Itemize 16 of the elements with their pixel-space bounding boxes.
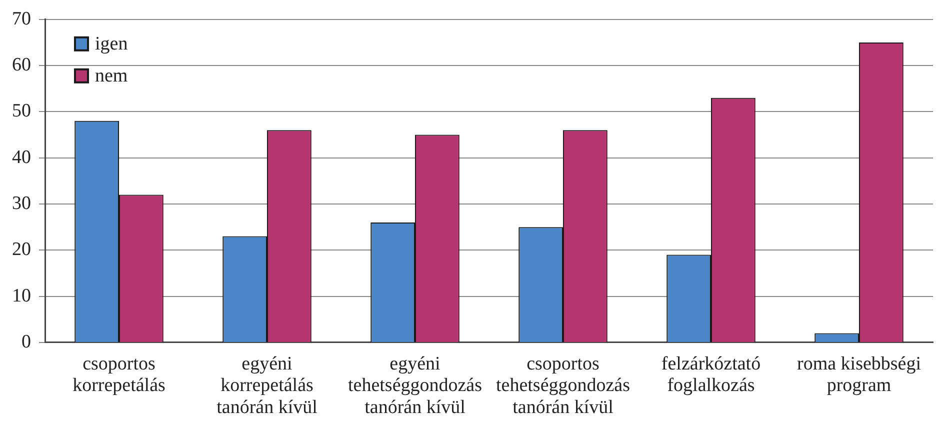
x-tick-label: csoportos korrepetálás (72, 353, 166, 396)
legend-label: nem (95, 65, 128, 86)
x-tick-label: felzárkóztató foglalkozás (661, 353, 761, 396)
y-tick-label: 0 (22, 331, 31, 352)
y-tick-label: 70 (12, 8, 31, 30)
x-tick-label: csoportos tehetséggondozás tanórán kívül (496, 353, 630, 418)
y-tick-label: 60 (12, 54, 31, 76)
y-tick-label: 30 (12, 192, 31, 214)
x-tick-label: roma kisebbségi program (796, 353, 922, 396)
x-tick-label: egyéni tehetséggondozás tanórán kívül (348, 353, 482, 418)
y-tick-label: 10 (12, 285, 31, 306)
y-tick-label: 20 (12, 239, 31, 260)
y-tick-label: 40 (12, 146, 31, 168)
y-tick-label: 50 (12, 100, 31, 122)
legend-label: igen (95, 33, 128, 54)
x-tick-label: egyéni korrepetálás tanórán kívül (216, 353, 318, 418)
